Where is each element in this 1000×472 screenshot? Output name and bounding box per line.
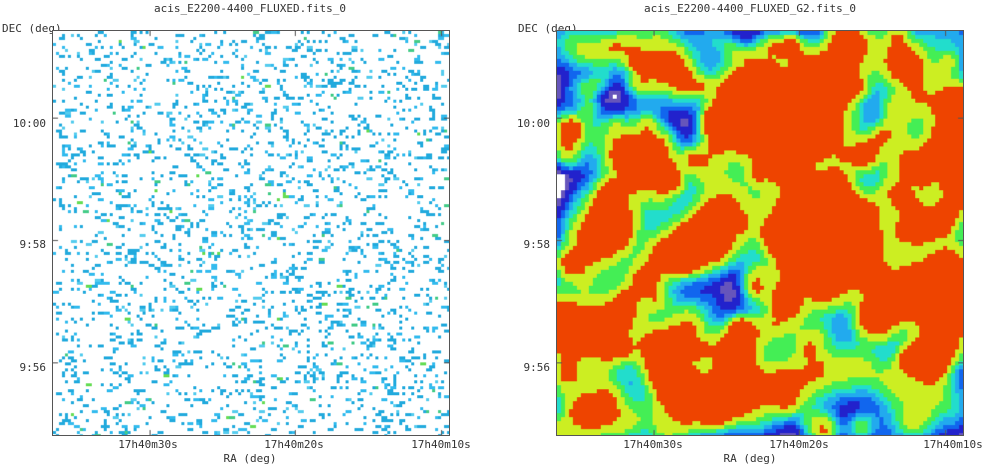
y-axis-label: DEC (deg) [2, 22, 62, 35]
x-tick-label: 17h40m20s [264, 438, 324, 451]
x-tick-label: 17h40m30s [118, 438, 178, 451]
image-panel-left: acis_E2200-4400_FLUXED.fits_0 DEC (deg) … [2, 2, 471, 465]
image-canvas-area[interactable] [556, 30, 964, 436]
y-tick-label: 9:56 [19, 361, 47, 374]
y-tick-label: 10:00 [516, 117, 550, 130]
image-title: acis_E2200-4400_FLUXED.fits_0 [153, 2, 347, 15]
y-tick-label: 9:56 [523, 361, 551, 374]
y-tick-label: 9:58 [523, 238, 551, 251]
x-tick-label: 17h40m10s [923, 438, 983, 451]
y-tick-label: 9:58 [19, 238, 47, 251]
fluxed-image[interactable] [53, 31, 449, 435]
y-tick-label: 10:00 [12, 117, 46, 130]
x-tick-label: 17h40m20s [769, 438, 829, 451]
image-title: acis_E2200-4400_FLUXED_G2.fits_0 [644, 2, 856, 15]
smoothed-image[interactable] [557, 31, 963, 435]
x-tick-label: 17h40m30s [623, 438, 683, 451]
x-axis-label: RA (deg) [223, 452, 277, 465]
x-axis-label: RA (deg) [723, 452, 777, 465]
image-canvas-area[interactable] [52, 30, 450, 436]
x-tick-label: 17h40m10s [411, 438, 471, 451]
image-panel-right: acis_E2200-4400_FLUXED_G2.fits_0 DEC (de… [500, 0, 1000, 472]
